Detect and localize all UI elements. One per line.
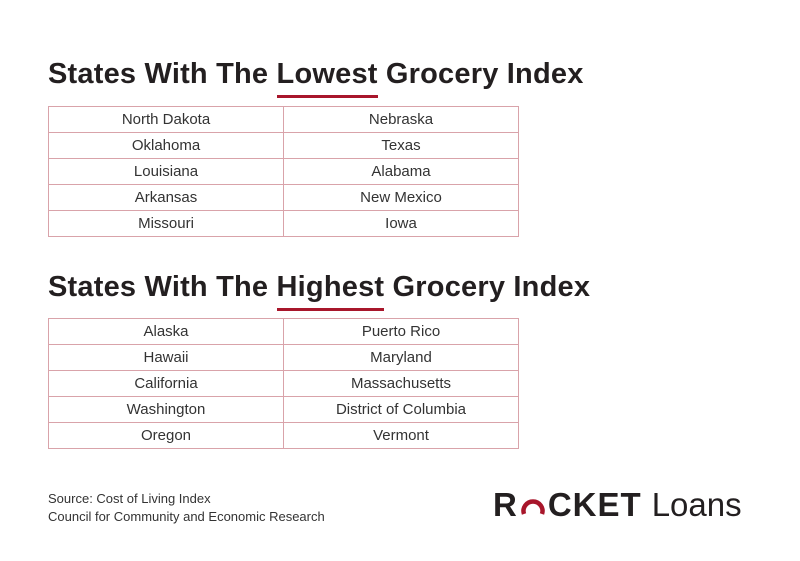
table-cell: Hawaii — [48, 344, 284, 371]
lowest-states-table: North Dakota Nebraska Oklahoma Texas Lou… — [48, 106, 519, 237]
table-cell: Massachusetts — [283, 370, 519, 397]
table-row: North Dakota Nebraska — [48, 106, 519, 133]
logo-brand-end: CKET — [547, 486, 642, 523]
logo-sub: Loans — [651, 486, 742, 523]
table-row: California Massachusetts — [48, 370, 519, 397]
highest-states-table: Alaska Puerto Rico Hawaii Maryland Calif… — [48, 318, 519, 449]
logo-brand-start: R — [493, 486, 518, 523]
title-lowest-grocery-index: States With The Lowest Grocery Index — [48, 58, 584, 98]
table-cell: Washington — [48, 396, 284, 423]
table-row: Missouri Iowa — [48, 210, 519, 237]
title-highlight-lowest: Lowest — [276, 58, 378, 98]
table-cell: Vermont — [283, 422, 519, 449]
title-prefix: States With The — [48, 58, 277, 90]
source-citation: Source: Cost of Living Index Council for… — [48, 490, 325, 526]
table-cell: North Dakota — [48, 106, 284, 133]
rocket-o-icon — [521, 499, 545, 515]
title-prefix: States With The — [48, 271, 277, 303]
table-cell: Louisiana — [48, 158, 284, 185]
title-suffix: Grocery Index — [377, 58, 584, 90]
table-row: Hawaii Maryland — [48, 344, 519, 371]
table-row: Arkansas New Mexico — [48, 184, 519, 211]
table-cell: Alaska — [48, 318, 284, 345]
logo-brand: R CKET — [493, 486, 642, 524]
source-line: Source: Cost of Living Index — [48, 491, 211, 506]
table-cell: Maryland — [283, 344, 519, 371]
table-row: Alaska Puerto Rico — [48, 318, 519, 345]
table-row: Oklahoma Texas — [48, 132, 519, 159]
table-cell: Texas — [283, 132, 519, 159]
table-cell: Oregon — [48, 422, 284, 449]
table-cell: Iowa — [283, 210, 519, 237]
table-cell: New Mexico — [283, 184, 519, 211]
title-highest-grocery-index: States With The Highest Grocery Index — [48, 271, 591, 311]
table-cell: Nebraska — [283, 106, 519, 133]
table-cell: California — [48, 370, 284, 397]
table-row: Oregon Vermont — [48, 422, 519, 449]
source-line: Council for Community and Economic Resea… — [48, 509, 325, 524]
table-row: Louisiana Alabama — [48, 158, 519, 185]
table-cell: Oklahoma — [48, 132, 284, 159]
table-cell: Missouri — [48, 210, 284, 237]
rocket-loans-logo: R CKET Loans — [493, 486, 742, 524]
table-cell: Puerto Rico — [283, 318, 519, 345]
table-cell: Alabama — [283, 158, 519, 185]
table-cell: Arkansas — [48, 184, 284, 211]
table-row: Washington District of Columbia — [48, 396, 519, 423]
title-suffix: Grocery Index — [384, 271, 591, 303]
title-highlight-highest: Highest — [276, 271, 385, 311]
table-cell: District of Columbia — [283, 396, 519, 423]
